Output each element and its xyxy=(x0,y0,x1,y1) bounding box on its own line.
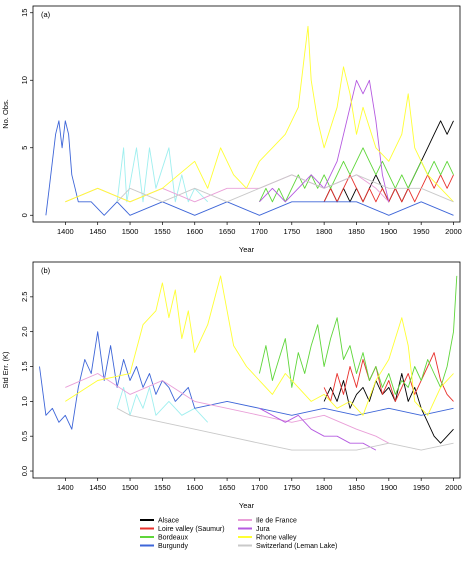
legend-entry: Bordeaux xyxy=(158,535,188,542)
series-line-jura xyxy=(259,79,390,203)
y-tick-label: 5 xyxy=(20,146,29,150)
x-tick-label: 1550 xyxy=(154,227,171,236)
x-tick-label: 1800 xyxy=(316,483,333,492)
y-tick-label: 2.5 xyxy=(20,292,29,302)
series-line-trace xyxy=(116,147,209,203)
y-tick-label: 1.5 xyxy=(20,361,29,371)
series-line-ile-de-france xyxy=(65,373,390,444)
y-tick-label: 15 xyxy=(20,9,29,17)
x-tick-label: 1700 xyxy=(251,483,268,492)
x-tick-label: 1950 xyxy=(413,227,430,236)
x-tick-label: 1500 xyxy=(122,483,139,492)
x-tick-label: 1700 xyxy=(251,227,268,236)
series-line-rhone-valley xyxy=(65,275,454,416)
y-tick-label: 10 xyxy=(20,76,29,84)
y-axis-label: No. Obs. xyxy=(1,99,10,129)
x-tick-label: 1600 xyxy=(186,227,203,236)
legend-entry: Jura xyxy=(256,526,270,533)
x-tick-label: 1650 xyxy=(219,483,236,492)
legend-entry: Alsace xyxy=(158,518,179,525)
x-tick-label: 1450 xyxy=(89,483,106,492)
x-tick-label: 1400 xyxy=(57,227,74,236)
x-tick-label: 1600 xyxy=(186,483,203,492)
y-tick-label: 0 xyxy=(20,213,29,217)
panel-label: (b) xyxy=(41,266,51,275)
series-line-switzerland-leman-lake- xyxy=(116,407,454,451)
series-line-bordeaux xyxy=(258,275,458,395)
x-tick-label: 2000 xyxy=(445,483,462,492)
x-tick-label: 1950 xyxy=(413,483,430,492)
x-tick-label: 1850 xyxy=(348,227,365,236)
x-tick-label: 1450 xyxy=(89,227,106,236)
legend-entry: Burgundy xyxy=(158,543,188,550)
series-line-switzerland-leman-lake- xyxy=(116,174,454,203)
legend-entry: Switzerland (Leman Lake) xyxy=(256,543,337,550)
series-line-burgundy xyxy=(39,331,454,430)
series-line-jura xyxy=(259,407,377,451)
y-tick-label: 2.0 xyxy=(20,326,29,336)
y-axis-label: Std Err. (K) xyxy=(1,351,10,389)
series-line-rhone-valley xyxy=(65,25,454,203)
x-tick-label: 1900 xyxy=(380,483,397,492)
x-axis-label: Year xyxy=(239,245,255,254)
x-tick-label: 1650 xyxy=(219,227,236,236)
x-axis-label: Year xyxy=(239,501,255,510)
panel-label: (a) xyxy=(41,10,51,19)
series-line-loire-valley-saumur- xyxy=(323,352,454,402)
y-tick-label: 1.0 xyxy=(20,396,29,406)
x-tick-label: 1400 xyxy=(57,483,74,492)
y-tick-label: 0.0 xyxy=(20,466,29,476)
x-tick-label: 1550 xyxy=(154,483,171,492)
legend-entry: Loire valley (Saumur) xyxy=(158,526,225,533)
legend-entry: Ile de France xyxy=(256,518,297,525)
panel-a: 1400 1450 1500 1550 1600 1650 1700 1750 1800 1850… xyxy=(1,5,462,254)
series-line-trace xyxy=(116,386,209,423)
y-tick-label: 0.5 xyxy=(20,431,29,441)
x-tick-label: 1900 xyxy=(380,227,397,236)
series-line-ile-de-france xyxy=(65,174,390,203)
panel-b: 1400 1450 1500 1550 1600 1650 1700 1750 1800 1850… xyxy=(1,261,462,510)
plot-frame xyxy=(32,5,461,223)
x-tick-label: 1750 xyxy=(283,483,300,492)
x-tick-label: 2000 xyxy=(445,227,462,236)
plot-frame xyxy=(32,261,461,479)
x-tick-label: 1800 xyxy=(316,227,333,236)
x-tick-label: 1850 xyxy=(348,483,365,492)
legend-entry: Rhone valley xyxy=(256,535,297,542)
x-tick-label: 1750 xyxy=(283,227,300,236)
series-line-alsace xyxy=(323,373,454,444)
x-tick-label: 1500 xyxy=(122,227,139,236)
series-line-burgundy xyxy=(45,120,454,216)
